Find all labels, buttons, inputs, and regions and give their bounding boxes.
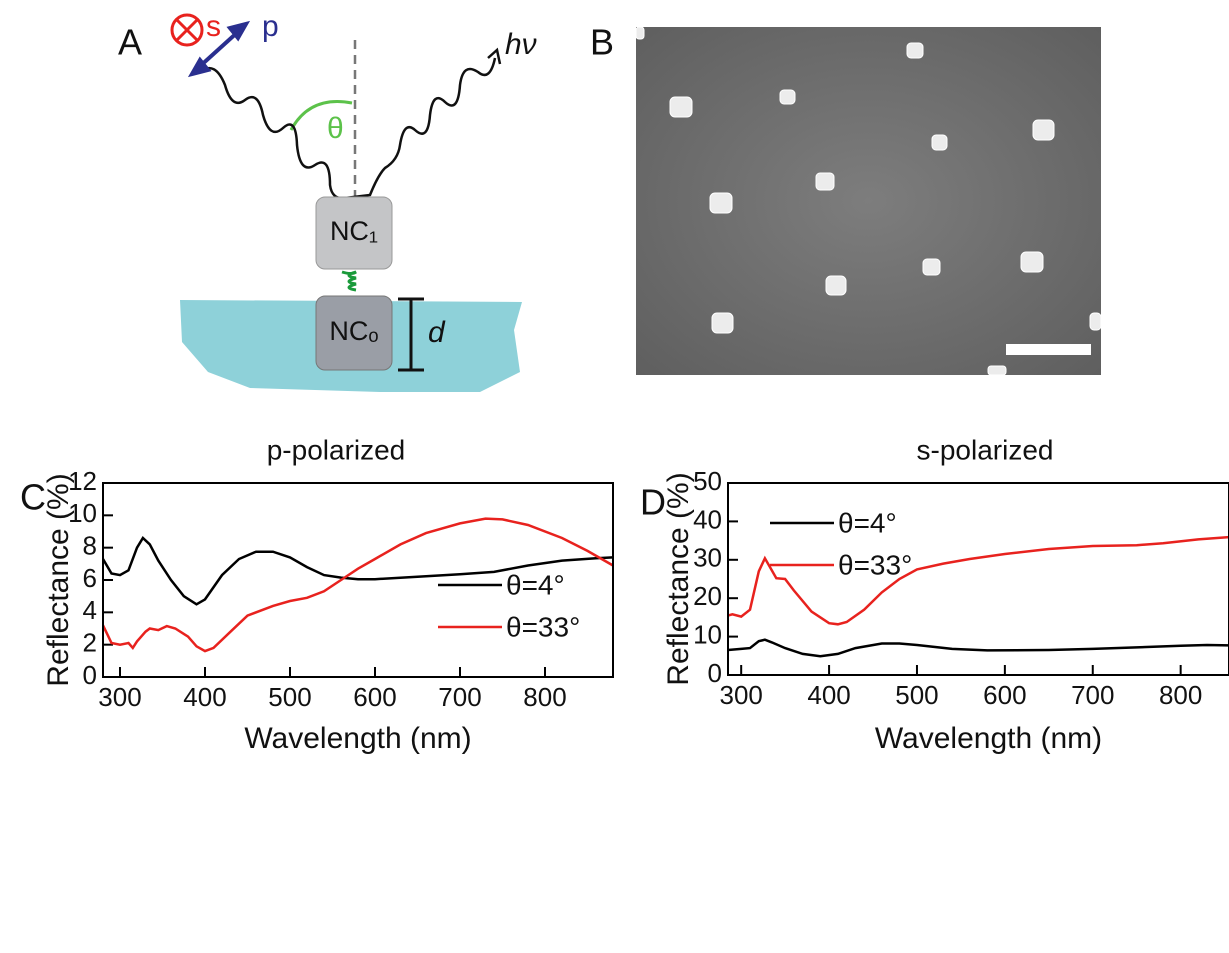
panel-b: B — [590, 22, 1102, 376]
y-axis-label: Reflectance (%) — [42, 473, 75, 686]
line-series — [728, 535, 1229, 626]
arrow-head — [487, 47, 502, 65]
s-cross — [175, 18, 199, 42]
scale-bar — [1006, 344, 1091, 355]
y-tick-label: 8 — [83, 531, 97, 561]
y-tick-label: 12 — [68, 466, 97, 496]
legend-label: θ=33° — [838, 549, 912, 580]
nc0-label: NCₒ — [329, 316, 378, 346]
x-tick-label: 300 — [719, 680, 762, 710]
legend-label: θ=33° — [506, 611, 580, 642]
p-label: p — [262, 10, 279, 43]
line-series — [728, 638, 1229, 658]
nanocubes — [635, 26, 1102, 376]
sem-image — [636, 27, 1101, 375]
p-arrow — [187, 20, 251, 78]
panel-label: B — [590, 22, 614, 63]
spring — [341, 270, 357, 292]
x-tick-label: 600 — [983, 680, 1026, 710]
d-bracket — [398, 297, 424, 372]
x-tick-label: 500 — [895, 680, 938, 710]
y-tick-label: 2 — [83, 628, 97, 658]
nc1-label: NC₁ — [330, 216, 378, 246]
line-series — [103, 536, 613, 606]
s-symbol — [170, 13, 204, 47]
panel-a: A θ hν s p NC₁ NCₒ d — [118, 10, 537, 392]
y-tick-label: 20 — [693, 581, 722, 611]
panel-label: D — [640, 482, 666, 523]
nanocube-1 — [315, 196, 393, 270]
x-tick-label: 400 — [183, 682, 226, 712]
y-tick-label: 0 — [83, 660, 97, 690]
nanocube-0 — [315, 295, 393, 371]
plot-frame — [727, 482, 1229, 676]
legend-label: θ=4° — [838, 507, 897, 538]
x-tick-label: 700 — [438, 682, 481, 712]
line-series — [103, 517, 613, 653]
x-tick-label: 800 — [1159, 680, 1202, 710]
y-tick-label: 30 — [693, 543, 722, 573]
x-tick-label: 600 — [353, 682, 396, 712]
x-tick-label: 500 — [268, 682, 311, 712]
chart-title: s-polarized — [917, 434, 1054, 465]
y-tick-label: 10 — [693, 619, 722, 649]
hv-label: hν — [505, 28, 537, 61]
d-label: d — [428, 316, 446, 349]
plot-frame — [102, 482, 614, 678]
angle-arc — [289, 100, 353, 131]
y-axis-label: Reflectance (%) — [662, 472, 695, 685]
chart-title: p-polarized — [267, 434, 406, 465]
x-tick-label: 700 — [1071, 680, 1114, 710]
theta-label: θ — [327, 112, 344, 145]
panel-label: A — [118, 22, 142, 63]
y-tick-label: 0 — [708, 658, 722, 688]
x-axis-label: Wavelength (nm) — [875, 722, 1102, 755]
x-tick-label: 400 — [807, 680, 850, 710]
x-tick-label: 800 — [523, 682, 566, 712]
y-tick-label: 10 — [68, 498, 97, 528]
light-wave — [199, 57, 497, 200]
y-tick-label: 6 — [83, 563, 97, 593]
y-tick-label: 40 — [693, 504, 722, 534]
x-tick-label: 300 — [98, 682, 141, 712]
panel-label: C — [20, 477, 46, 518]
legend-label: θ=4° — [506, 569, 565, 600]
x-axis-label: Wavelength (nm) — [244, 722, 471, 755]
y-tick-label: 4 — [83, 595, 97, 625]
s-label: s — [206, 10, 221, 43]
y-tick-label: 50 — [693, 466, 722, 496]
